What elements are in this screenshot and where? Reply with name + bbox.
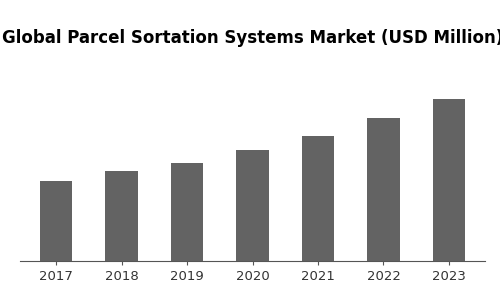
Bar [40,182,72,261]
Bar [302,136,334,261]
Bar [170,163,203,261]
Bar [236,149,269,261]
Title: Global Parcel Sortation Systems Market (USD Million): Global Parcel Sortation Systems Market (… [2,29,500,47]
Bar [432,99,466,261]
Bar [105,171,138,261]
Bar [367,118,400,261]
